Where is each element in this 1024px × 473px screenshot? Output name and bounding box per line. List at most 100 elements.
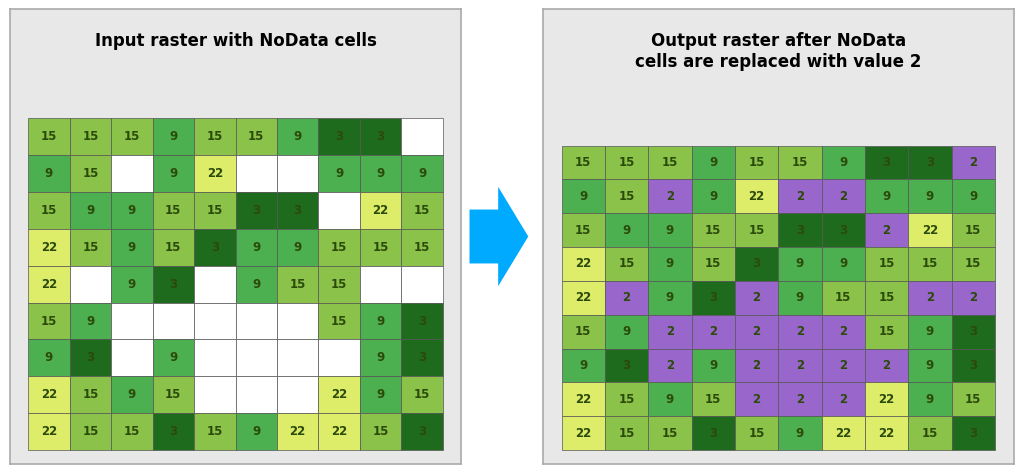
Bar <box>359 266 401 303</box>
Bar <box>195 118 236 155</box>
Bar <box>401 118 442 155</box>
Text: 3: 3 <box>377 131 385 143</box>
Bar <box>648 213 691 247</box>
Bar <box>691 213 735 247</box>
Text: 3: 3 <box>169 278 177 291</box>
Text: 15: 15 <box>618 257 635 271</box>
Text: 15: 15 <box>331 278 347 291</box>
Bar <box>778 281 821 315</box>
Text: 2: 2 <box>796 359 804 372</box>
Bar <box>29 229 70 266</box>
Bar <box>318 229 359 266</box>
Bar <box>735 281 778 315</box>
Bar <box>112 303 153 340</box>
Text: 22: 22 <box>331 388 347 401</box>
Bar <box>70 340 112 376</box>
Text: 22: 22 <box>879 393 895 406</box>
Bar <box>236 118 276 155</box>
Bar <box>865 146 908 179</box>
Text: 15: 15 <box>706 257 722 271</box>
Bar <box>821 315 865 349</box>
Bar <box>70 118 112 155</box>
Text: 15: 15 <box>41 131 57 143</box>
Bar <box>70 303 112 340</box>
Bar <box>318 340 359 376</box>
Text: 9: 9 <box>623 224 631 236</box>
Bar <box>865 247 908 281</box>
Text: 15: 15 <box>165 204 181 217</box>
Bar <box>561 213 605 247</box>
Bar <box>951 213 995 247</box>
Text: 15: 15 <box>373 241 389 254</box>
Bar <box>865 213 908 247</box>
Bar <box>195 376 236 413</box>
Text: 9: 9 <box>377 388 385 401</box>
Text: 2: 2 <box>710 325 717 338</box>
Bar <box>236 413 276 450</box>
Bar <box>605 179 648 213</box>
Bar <box>865 382 908 416</box>
Text: 3: 3 <box>169 425 177 438</box>
Bar <box>605 281 648 315</box>
Bar <box>70 376 112 413</box>
Text: 3: 3 <box>796 224 804 236</box>
Bar <box>561 179 605 213</box>
Bar <box>735 213 778 247</box>
Text: 15: 15 <box>414 204 430 217</box>
Text: 2: 2 <box>753 359 761 372</box>
Bar <box>318 376 359 413</box>
Bar <box>236 376 276 413</box>
Text: 15: 15 <box>662 427 678 439</box>
Text: 2: 2 <box>796 190 804 203</box>
Text: 15: 15 <box>618 190 635 203</box>
Text: 15: 15 <box>706 393 722 406</box>
Text: 9: 9 <box>128 388 136 401</box>
Bar <box>951 281 995 315</box>
Bar <box>735 382 778 416</box>
Text: 15: 15 <box>248 131 264 143</box>
Bar <box>29 340 70 376</box>
Bar <box>605 349 648 382</box>
Text: 22: 22 <box>373 204 389 217</box>
Bar <box>359 192 401 229</box>
Text: 22: 22 <box>331 425 347 438</box>
Bar <box>908 382 951 416</box>
Text: 9: 9 <box>839 156 848 169</box>
Text: 9: 9 <box>128 241 136 254</box>
Bar <box>236 340 276 376</box>
Bar <box>112 413 153 450</box>
Bar <box>821 179 865 213</box>
Text: 2: 2 <box>666 190 674 203</box>
Bar <box>561 281 605 315</box>
Bar <box>778 382 821 416</box>
Bar <box>778 179 821 213</box>
Bar <box>605 247 648 281</box>
Text: 9: 9 <box>128 204 136 217</box>
Text: 15: 15 <box>41 204 57 217</box>
Text: 15: 15 <box>965 257 981 271</box>
Bar <box>195 192 236 229</box>
Bar <box>359 376 401 413</box>
Bar <box>236 229 276 266</box>
Text: 2: 2 <box>969 156 977 169</box>
Bar <box>735 146 778 179</box>
Text: 3: 3 <box>710 291 717 304</box>
Bar <box>318 192 359 229</box>
Bar <box>153 340 195 376</box>
Text: 3: 3 <box>418 351 426 364</box>
Bar <box>735 416 778 450</box>
Bar <box>778 416 821 450</box>
Bar <box>648 281 691 315</box>
Text: 3: 3 <box>294 204 302 217</box>
Bar <box>951 382 995 416</box>
Text: 15: 15 <box>879 291 895 304</box>
Text: 15: 15 <box>575 224 592 236</box>
Text: 2: 2 <box>969 291 977 304</box>
Text: 3: 3 <box>86 351 94 364</box>
Bar <box>865 416 908 450</box>
Bar <box>691 416 735 450</box>
Text: 3: 3 <box>883 156 891 169</box>
Bar <box>951 179 995 213</box>
Bar <box>605 213 648 247</box>
Bar <box>29 266 70 303</box>
